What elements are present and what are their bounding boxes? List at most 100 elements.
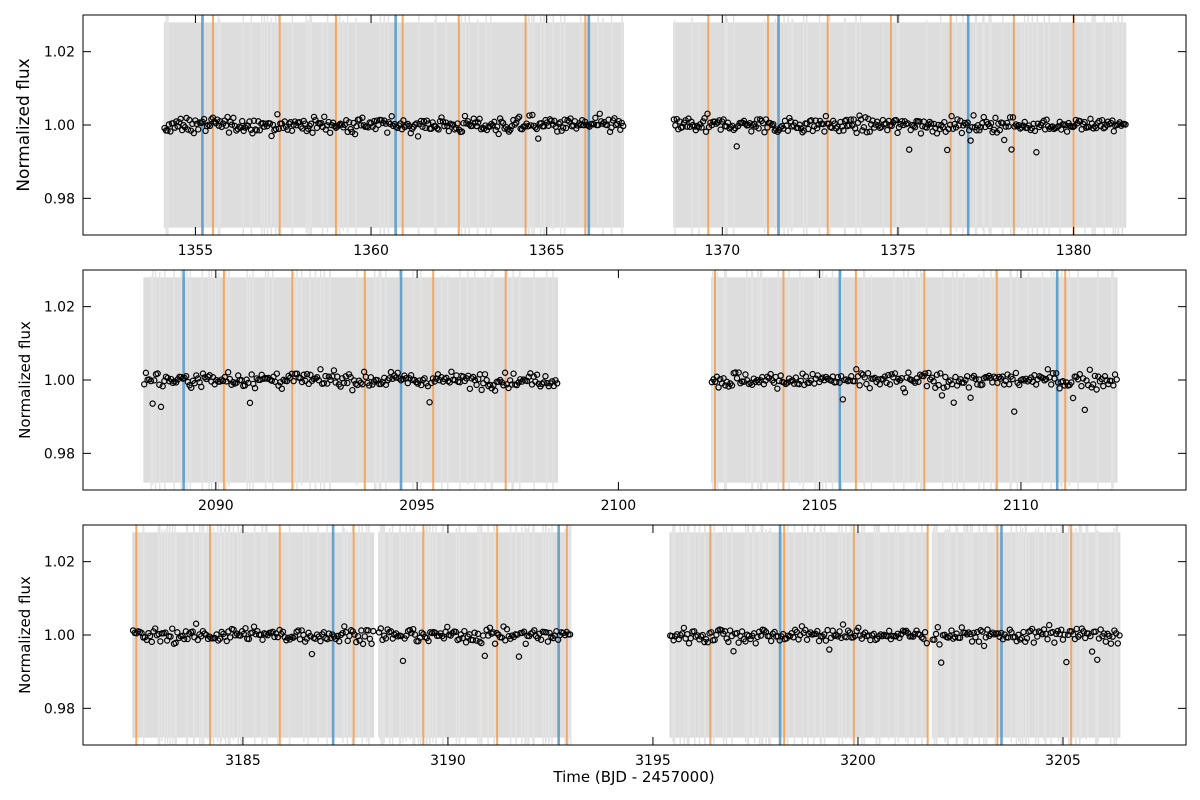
binned-flux-point bbox=[466, 385, 474, 392]
binned-flux-point bbox=[1023, 635, 1031, 642]
binned-flux-point bbox=[611, 115, 618, 122]
binned-flux-point bbox=[1033, 149, 1040, 156]
binned-flux-point bbox=[797, 377, 805, 385]
binned-flux-point bbox=[976, 127, 983, 134]
binned-flux-point bbox=[972, 375, 979, 383]
binned-flux-point bbox=[462, 639, 470, 646]
binned-flux-point bbox=[181, 374, 188, 382]
binned-flux-point bbox=[184, 126, 192, 133]
binned-flux-point bbox=[520, 628, 528, 635]
binned-flux-point bbox=[952, 373, 959, 381]
binned-flux-point bbox=[259, 119, 266, 127]
binned-flux-point bbox=[1006, 381, 1013, 388]
binned-flux-point bbox=[315, 377, 323, 384]
binned-flux-point bbox=[961, 119, 968, 127]
binned-flux-point bbox=[1034, 120, 1042, 127]
binned-flux-point bbox=[946, 121, 954, 129]
binned-flux-point bbox=[730, 648, 737, 655]
binned-flux-point bbox=[247, 126, 255, 134]
binned-flux-point bbox=[531, 627, 538, 634]
binned-flux-point bbox=[1008, 146, 1015, 153]
binned-flux-point bbox=[1075, 633, 1082, 640]
binned-flux-point bbox=[334, 632, 341, 640]
binned-flux-point bbox=[250, 117, 258, 124]
binned-flux-point bbox=[793, 628, 801, 636]
binned-flux-point bbox=[303, 370, 311, 378]
binned-flux-point bbox=[1043, 116, 1050, 123]
binned-flux-point bbox=[735, 369, 742, 376]
binned-flux-point bbox=[296, 636, 304, 643]
binned-flux-point bbox=[822, 112, 830, 120]
binned-flux-point bbox=[310, 113, 318, 121]
binned-flux-point bbox=[275, 382, 282, 389]
binned-flux-point bbox=[288, 127, 296, 134]
binned-flux-point bbox=[293, 370, 301, 377]
y-axis-label: Normalized flux bbox=[16, 321, 34, 439]
binned-flux-point bbox=[928, 374, 936, 381]
binned-flux-point bbox=[732, 369, 739, 376]
binned-flux-point bbox=[1001, 136, 1008, 144]
binned-flux-point bbox=[223, 637, 230, 645]
binned-flux-point bbox=[1063, 128, 1071, 135]
binned-flux-point bbox=[279, 628, 287, 635]
binned-flux-point bbox=[505, 384, 512, 392]
binned-flux-point bbox=[980, 113, 987, 121]
binned-flux-point bbox=[301, 638, 309, 645]
binned-flux-point bbox=[813, 124, 821, 132]
binned-flux-point bbox=[198, 383, 205, 391]
binned-flux-point bbox=[683, 123, 691, 130]
binned-flux-point bbox=[1110, 128, 1118, 135]
binned-flux-point bbox=[384, 129, 391, 136]
binned-flux-point bbox=[723, 635, 730, 642]
binned-flux-point bbox=[169, 379, 176, 387]
binned-flux-point bbox=[935, 381, 942, 389]
binned-flux-point bbox=[1013, 637, 1020, 645]
binned-flux-point bbox=[342, 628, 350, 636]
binned-flux-point bbox=[1091, 372, 1099, 380]
binned-flux-point bbox=[495, 378, 502, 385]
binned-flux-point bbox=[307, 120, 315, 127]
binned-flux-point bbox=[330, 367, 338, 374]
binned-flux-point bbox=[786, 114, 793, 122]
binned-flux-point bbox=[490, 629, 497, 636]
binned-flux-point bbox=[826, 646, 833, 653]
binned-flux-point bbox=[891, 370, 899, 377]
binned-flux-point bbox=[492, 126, 499, 134]
binned-flux-point bbox=[839, 621, 847, 628]
binned-flux-point bbox=[156, 381, 163, 388]
binned-flux-point bbox=[819, 633, 826, 640]
binned-flux-point bbox=[1069, 394, 1077, 402]
binned-flux-point bbox=[737, 380, 744, 387]
x-tick-label: 1375 bbox=[880, 243, 916, 259]
x-tick-label: 1365 bbox=[529, 243, 565, 259]
binned-flux-point bbox=[339, 629, 346, 637]
binned-flux-point bbox=[290, 634, 297, 641]
binned-flux-point bbox=[473, 637, 480, 644]
binned-flux-point bbox=[219, 377, 227, 385]
plot-area bbox=[129, 525, 1123, 745]
binned-flux-point bbox=[850, 116, 857, 123]
binned-flux-point bbox=[1100, 630, 1108, 637]
binned-flux-point bbox=[501, 125, 508, 132]
binned-flux-point bbox=[184, 635, 191, 643]
binned-flux-point bbox=[940, 384, 947, 391]
binned-flux-point bbox=[498, 118, 505, 125]
binned-flux-point bbox=[327, 376, 334, 384]
binned-flux-point bbox=[305, 380, 312, 388]
binned-flux-point bbox=[245, 635, 253, 643]
binned-flux-point bbox=[680, 624, 688, 632]
binned-flux-point bbox=[240, 127, 247, 135]
binned-flux-point bbox=[777, 124, 784, 131]
binned-flux-point bbox=[1090, 381, 1097, 388]
binned-flux-point bbox=[760, 380, 768, 388]
binned-flux-point bbox=[151, 377, 158, 384]
y-tick-label: 0.98 bbox=[44, 446, 75, 462]
binned-flux-point bbox=[272, 125, 280, 133]
binned-flux-point bbox=[298, 378, 306, 386]
binned-flux-point bbox=[305, 629, 312, 637]
binned-flux-point bbox=[246, 118, 253, 125]
binned-flux-point bbox=[304, 125, 312, 132]
binned-flux-point bbox=[956, 634, 964, 642]
binned-flux-point bbox=[690, 628, 698, 635]
binned-flux-point bbox=[367, 374, 375, 381]
